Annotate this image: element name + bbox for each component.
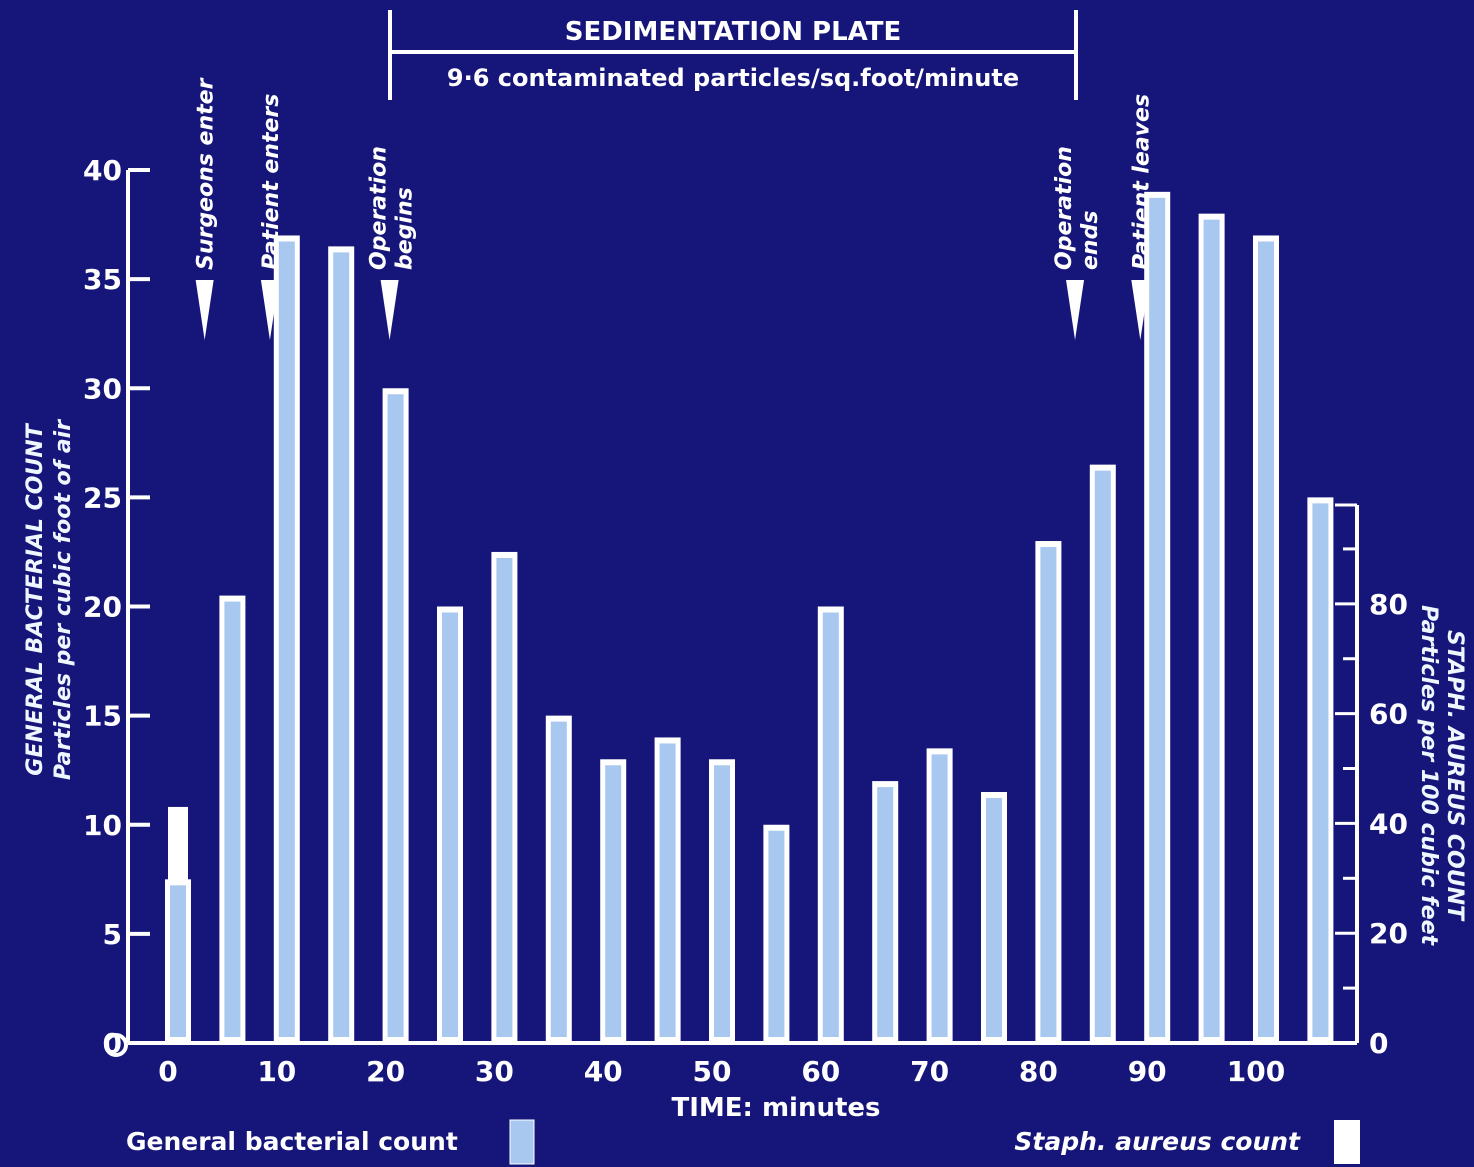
left-tick-label: 20: [83, 591, 122, 624]
x-tick-label: 10: [257, 1055, 296, 1088]
general-bacterial-bar: [224, 601, 241, 1037]
x-tick-label: 60: [801, 1055, 840, 1088]
event-label: Patient enters: [259, 94, 284, 270]
x-tick-label: 30: [475, 1055, 514, 1088]
general-bacterial-bar: [986, 798, 1002, 1037]
right-tick-label: 0: [1369, 1027, 1388, 1060]
general-bacterial-bar: [714, 765, 730, 1037]
left-axis-subtitle: Particles per cubic foot of air: [51, 419, 76, 780]
general-bacterial-bar: [605, 765, 622, 1037]
right-tick-label: 20: [1369, 917, 1408, 950]
left-tick-label: 30: [83, 372, 122, 405]
x-tick-label: 90: [1128, 1055, 1167, 1088]
x-tick-label: 100: [1227, 1055, 1285, 1088]
down-arrow-icon: [260, 280, 279, 340]
down-arrow-icon: [195, 280, 214, 340]
x-tick-label: 80: [1019, 1055, 1058, 1088]
general-bacterial-bar: [550, 721, 567, 1037]
event-marker: Patient leaves: [1129, 94, 1154, 340]
legend-general-label: General bacterial count: [126, 1127, 458, 1156]
left-tick-label: 10: [83, 809, 122, 842]
x-tick-label: 40: [584, 1055, 623, 1088]
right-axis: 0 20 40 60 80: [1335, 503, 1408, 1060]
sedimentation-title: SEDIMENTATION PLATE: [565, 17, 902, 47]
general-bacterial-bar: [442, 612, 458, 1037]
right-axis-subtitle: Particles per 100 cubic feet: [1416, 605, 1441, 947]
general-bacterial-bar: [387, 394, 404, 1037]
right-tick-label: 60: [1369, 698, 1408, 731]
event-marker: Patient enters: [259, 94, 284, 340]
right-tick-label: 40: [1369, 807, 1408, 840]
left-tick-label: 35: [83, 263, 122, 296]
general-bacterial-bar: [931, 754, 948, 1037]
general-bacterial-bar: [877, 787, 894, 1037]
left-tick-label: 15: [83, 700, 122, 733]
legend-staph-swatch: [1334, 1120, 1360, 1164]
left-axis-title: GENERAL BACTERIAL COUNT: [23, 422, 48, 775]
x-axis-title: TIME: minutes: [671, 1093, 880, 1123]
sedimentation-subtitle: 9·6 contaminated particles/sq.foot/minut…: [447, 64, 1019, 92]
general-bacterial-bar: [1312, 503, 1329, 1037]
event-label: begins: [393, 187, 418, 270]
general-bacterial-bar: [822, 612, 839, 1037]
bars: [165, 191, 1334, 1044]
event-markers: Surgeons enter Patient enters Operation beg…: [194, 77, 1154, 340]
general-bacterial-bar: [333, 252, 350, 1037]
x-tick-label: 70: [910, 1055, 949, 1088]
down-arrow-icon: [380, 280, 399, 340]
general-bacterial-bar: [1258, 241, 1274, 1038]
left-tick-label: 25: [83, 481, 122, 514]
general-bacterial-bar: [1149, 197, 1166, 1037]
general-bacterial-bar: [278, 241, 295, 1038]
origin-marker: [104, 1033, 128, 1057]
right-tick-label: 80: [1369, 588, 1408, 621]
event-label: Patient leaves: [1129, 94, 1154, 270]
down-arrow-icon: [1066, 280, 1085, 340]
event-label: Operation: [367, 146, 392, 270]
x-tick-label: 50: [693, 1055, 732, 1088]
event-label: Operation: [1052, 146, 1077, 270]
right-axis-title: STAPH. AUREUS COUNT: [1442, 630, 1467, 922]
general-bacterial-bar: [1203, 219, 1220, 1037]
sedimentation-plate: SEDIMENTATION PLATE 9·6 contaminated par…: [388, 10, 1078, 100]
legend: General bacterial count Staph. aureus co…: [126, 1119, 1360, 1165]
general-bacterial-bar: [659, 743, 676, 1037]
event-marker: Operation ends: [1052, 146, 1103, 340]
down-arrow-icon: [1131, 280, 1150, 340]
x-tick-label: 20: [366, 1055, 405, 1088]
event-label: Surgeons enter: [194, 77, 219, 270]
left-tick-label: 5: [103, 918, 122, 951]
left-tick-label: 40: [83, 154, 122, 187]
legend-general-swatch: [509, 1119, 535, 1165]
general-bacterial-bar: [170, 885, 186, 1037]
event-marker: Surgeons enter: [194, 77, 219, 340]
event-marker: Operation begins: [367, 146, 418, 340]
event-label: ends: [1078, 211, 1103, 270]
general-bacterial-bar: [768, 830, 785, 1037]
general-bacterial-bar: [496, 557, 513, 1037]
general-bacterial-bar: [1040, 547, 1057, 1037]
legend-staph-label: Staph. aureus count: [1014, 1127, 1301, 1156]
general-bacterial-bar: [1094, 470, 1111, 1037]
x-tick-label: 0: [158, 1055, 177, 1088]
